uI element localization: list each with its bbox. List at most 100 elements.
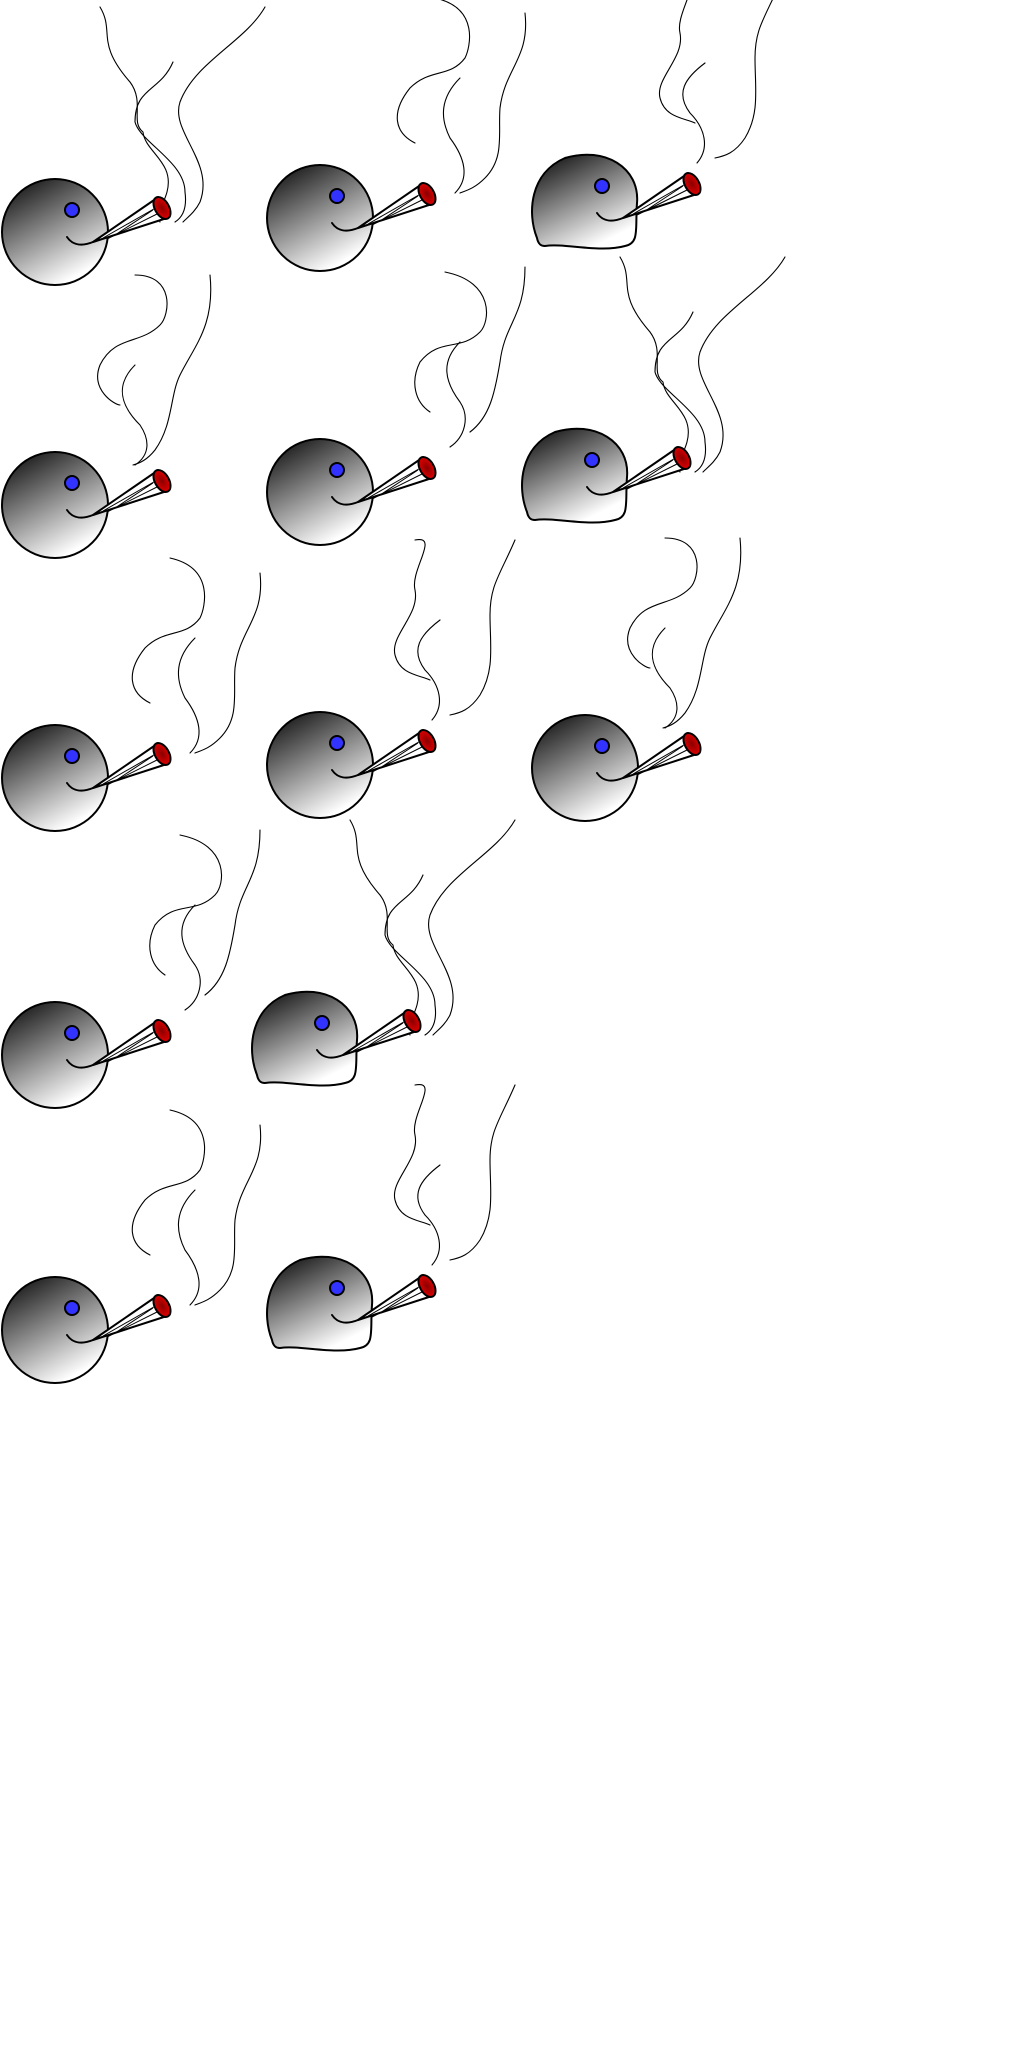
smoke-strand bbox=[131, 1109, 206, 1256]
cigarette-lines bbox=[367, 191, 427, 226]
mouth bbox=[331, 496, 359, 506]
eye bbox=[314, 1015, 330, 1031]
head bbox=[1, 724, 109, 832]
smoke-strand bbox=[428, 819, 516, 1036]
smoking-figure bbox=[266, 1084, 516, 1352]
eye bbox=[594, 178, 610, 194]
smoke-strand bbox=[393, 539, 431, 681]
smoking-figure bbox=[531, 537, 742, 822]
eye bbox=[594, 738, 610, 754]
smoke-strand bbox=[132, 274, 212, 466]
smoke-strand bbox=[442, 77, 465, 194]
head bbox=[266, 711, 374, 819]
ember bbox=[417, 1274, 437, 1298]
ember bbox=[152, 469, 172, 493]
cigarette-lines bbox=[102, 205, 162, 240]
eye bbox=[329, 1280, 345, 1296]
mouth bbox=[586, 486, 614, 496]
smoke-strand bbox=[619, 256, 689, 473]
ember bbox=[682, 172, 702, 196]
ember bbox=[672, 446, 692, 470]
smoke-strand bbox=[449, 539, 516, 716]
smoke-strand bbox=[449, 1084, 516, 1261]
smoking-figure bbox=[266, 539, 516, 819]
smoke-strand bbox=[349, 819, 419, 1036]
smoke-strand bbox=[99, 6, 169, 223]
smoking-figure bbox=[1, 6, 266, 286]
eye bbox=[329, 462, 345, 478]
mouth bbox=[66, 236, 94, 246]
head bbox=[266, 438, 374, 546]
eye bbox=[64, 1300, 80, 1316]
smoking-figure bbox=[266, 0, 527, 272]
mouth bbox=[66, 1334, 94, 1344]
cigarette-lines bbox=[102, 751, 162, 786]
smoke-strand bbox=[469, 266, 526, 433]
cigarette-lines bbox=[367, 465, 427, 500]
head bbox=[266, 164, 374, 272]
mouth bbox=[66, 509, 94, 519]
smoking-figure bbox=[266, 266, 526, 546]
ember bbox=[152, 1019, 172, 1043]
smoking-figure bbox=[1, 557, 262, 832]
smoke-strand bbox=[178, 6, 266, 223]
smoke-strand bbox=[97, 274, 168, 406]
smoke-strand bbox=[662, 537, 742, 729]
cigarette-lines bbox=[367, 1283, 427, 1318]
smoke-strand bbox=[194, 572, 262, 754]
mouth bbox=[596, 212, 624, 222]
smoke-strand bbox=[658, 0, 696, 124]
smoke-strand bbox=[417, 619, 441, 721]
eye bbox=[329, 188, 345, 204]
smoke-strand bbox=[417, 1164, 441, 1266]
cigarette-lines bbox=[632, 181, 692, 216]
eye bbox=[64, 1025, 80, 1041]
smoke-strand bbox=[204, 829, 261, 996]
smoking-figure bbox=[1, 1109, 262, 1384]
ember bbox=[152, 742, 172, 766]
mouth bbox=[331, 769, 359, 779]
head bbox=[266, 1255, 374, 1352]
smoke-strand bbox=[414, 271, 488, 413]
head bbox=[251, 990, 359, 1087]
head bbox=[1, 178, 109, 286]
ember bbox=[402, 1009, 422, 1033]
head bbox=[531, 714, 639, 822]
ember bbox=[152, 196, 172, 220]
smoking-figure bbox=[521, 256, 786, 524]
smoking-figure bbox=[1, 274, 212, 559]
ember bbox=[417, 182, 437, 206]
smoke-strand bbox=[654, 311, 707, 473]
smoke-strand bbox=[177, 1189, 200, 1306]
cigarette-lines bbox=[102, 478, 162, 513]
smoke-strand bbox=[194, 1124, 262, 1306]
smoke-strand bbox=[149, 834, 223, 976]
ember bbox=[417, 729, 437, 753]
smoke-strand bbox=[627, 537, 698, 669]
cigarette-lines bbox=[622, 455, 682, 490]
smoke-strand bbox=[393, 1084, 431, 1226]
cigarette-lines bbox=[367, 738, 427, 773]
mouth bbox=[66, 1059, 94, 1069]
head bbox=[1, 1001, 109, 1109]
head bbox=[521, 427, 629, 524]
smoke-strand bbox=[396, 0, 471, 144]
smoke-strand bbox=[177, 637, 200, 754]
smoke-strand bbox=[134, 61, 187, 223]
cigarette-lines bbox=[352, 1018, 412, 1053]
smoking-figure bbox=[251, 819, 516, 1087]
smoke-strand bbox=[384, 874, 437, 1036]
ember bbox=[152, 1294, 172, 1318]
ember bbox=[682, 732, 702, 756]
eye bbox=[64, 475, 80, 491]
smoke-strand bbox=[121, 364, 148, 466]
smoke-strand bbox=[181, 904, 201, 1011]
smoke-strand bbox=[714, 0, 773, 159]
smoke-strand bbox=[698, 256, 786, 473]
eye bbox=[329, 735, 345, 751]
smoke-strand bbox=[651, 627, 678, 729]
smoke-strand bbox=[131, 557, 206, 704]
smoke-strand bbox=[459, 12, 527, 194]
cigarette-lines bbox=[102, 1028, 162, 1063]
